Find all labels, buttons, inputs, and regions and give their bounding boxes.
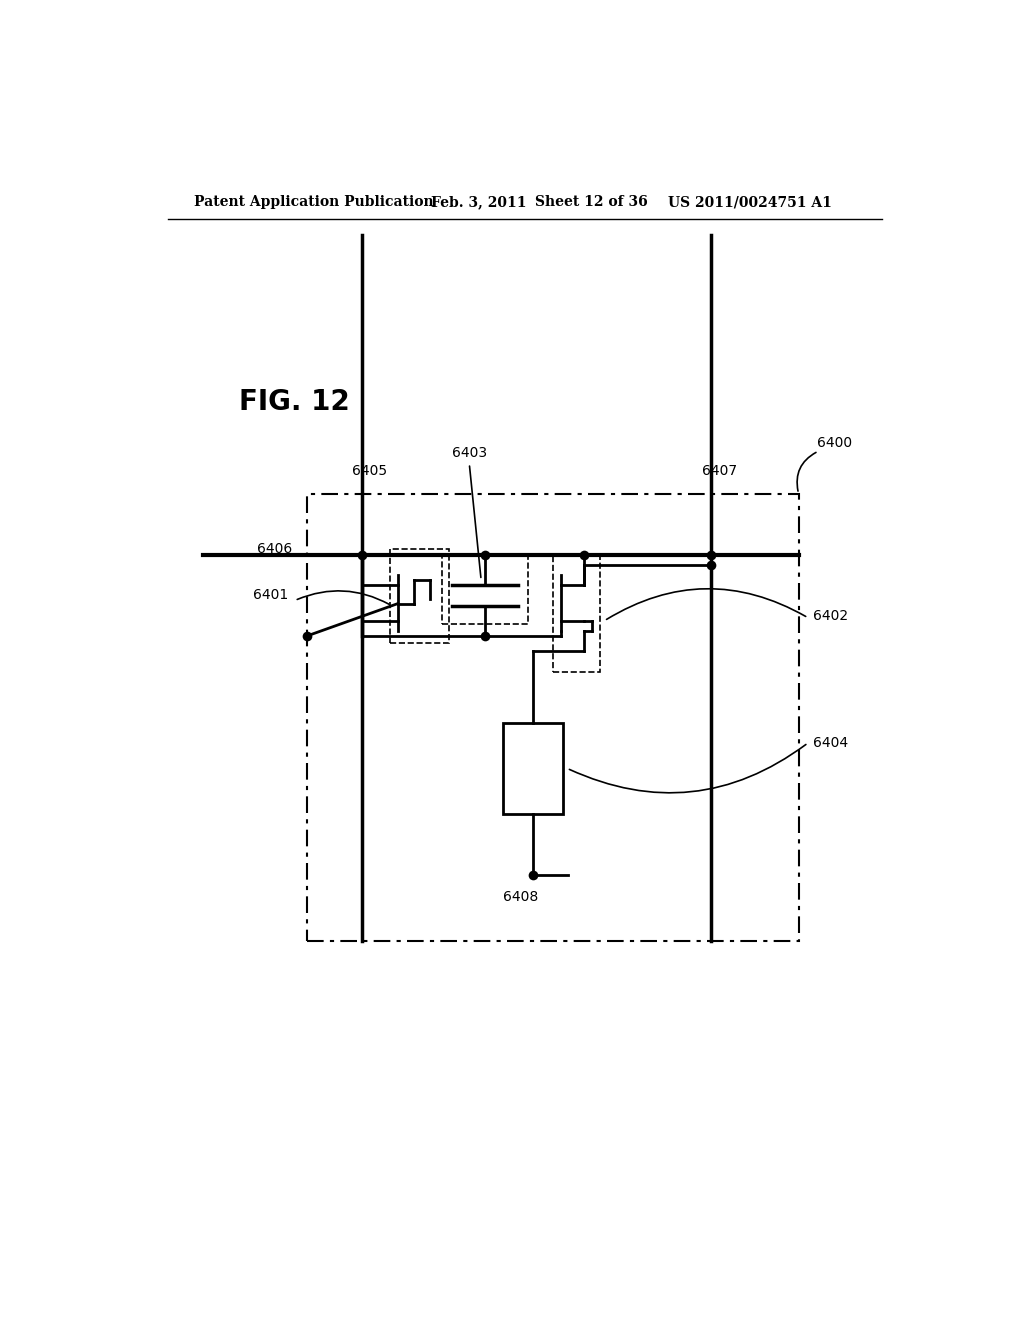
Text: 6408: 6408 [503,890,539,904]
Bar [553,554,600,672]
Text: 6404: 6404 [813,735,848,750]
Text: Patent Application Publication: Patent Application Publication [194,195,433,209]
Bar [503,722,563,814]
Text: FIG. 12: FIG. 12 [240,388,350,416]
Text: 6403: 6403 [452,446,486,461]
Bar [390,549,450,643]
Text: 6401: 6401 [253,589,289,602]
Text: 6402: 6402 [813,609,848,623]
Text: US 2011/0024751 A1: US 2011/0024751 A1 [668,195,831,209]
Bar [306,494,799,941]
Text: 6405: 6405 [352,465,388,478]
Text: 6406: 6406 [257,541,293,556]
Text: 6407: 6407 [701,465,737,478]
Text: 6400: 6400 [817,436,852,450]
Bar [442,554,528,624]
Text: Sheet 12 of 36: Sheet 12 of 36 [536,195,648,209]
Text: Feb. 3, 2011: Feb. 3, 2011 [431,195,526,209]
